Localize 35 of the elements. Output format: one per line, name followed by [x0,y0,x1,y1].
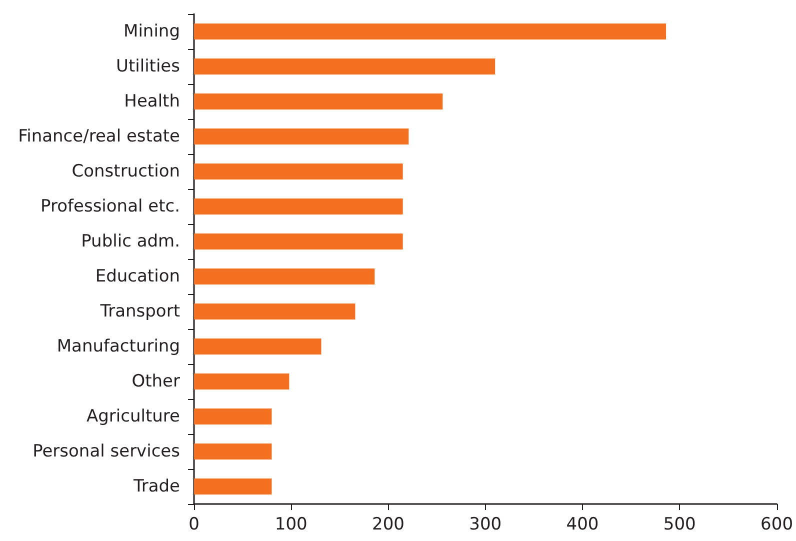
y-tick-label: Trade [132,476,180,496]
y-tick-label: Manufacturing [56,336,180,356]
x-tick-label: 0 [188,514,200,534]
bar [194,373,290,390]
bar [194,163,403,180]
x-tick-label: 100 [274,514,308,534]
bar [194,58,496,75]
y-tick-label: Public adm. [81,232,180,252]
bar [194,128,409,145]
y-tick-label: Health [124,92,180,112]
x-tick-label: 300 [469,514,502,534]
x-tick-label: 200 [372,514,404,534]
bar [194,303,356,320]
x-tick-label: 600 [760,514,794,534]
bar [194,408,272,425]
bar [194,478,272,495]
bar [194,233,403,250]
bar [194,443,272,460]
y-tick-label: Professional etc. [40,196,180,216]
y-tick-label: Finance/real estate [18,126,180,146]
bar [194,268,375,285]
y-tick-label: Mining [124,22,180,42]
x-tick-label: 400 [566,514,599,534]
y-tick-label: Personal services [32,442,180,462]
bar [194,338,322,355]
y-tick-label: Education [95,266,180,286]
x-tick-label: 500 [663,514,696,534]
bar [194,198,403,215]
y-tick-label: Agriculture [86,406,180,426]
y-tick-label: Utilities [116,56,180,76]
bar [194,93,443,110]
y-tick-label: Other [132,372,180,392]
y-tick-label: Construction [72,162,180,182]
y-tick-label: Transport [99,302,180,322]
bar [194,23,666,40]
